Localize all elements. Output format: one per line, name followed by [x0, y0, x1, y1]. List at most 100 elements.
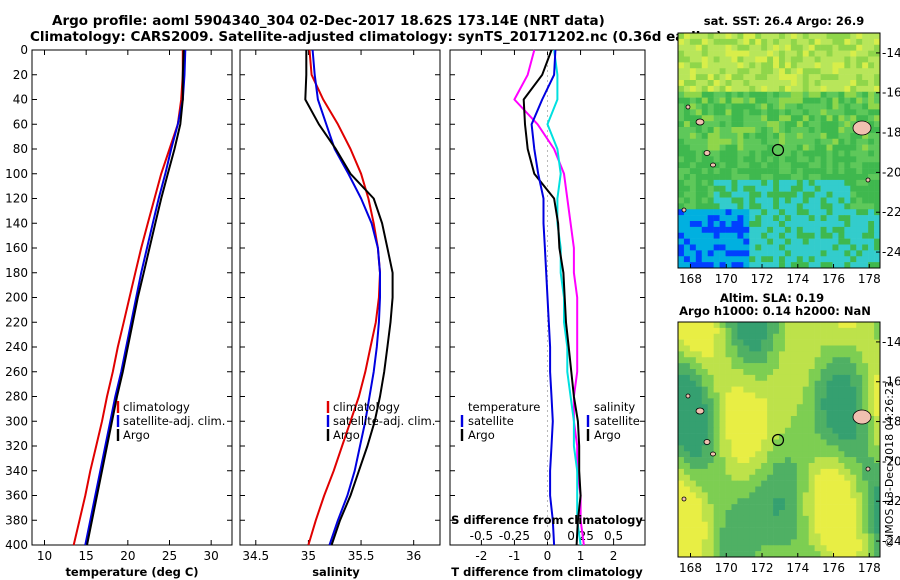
map-cell	[796, 445, 804, 452]
map-cell	[850, 374, 857, 382]
map-cell	[790, 162, 798, 169]
map-cell	[725, 363, 732, 370]
map-cell	[868, 451, 875, 458]
map-cell	[719, 209, 726, 216]
map-cell	[874, 250, 881, 257]
map-cell	[731, 486, 738, 493]
map-cell	[796, 144, 804, 151]
map-cell	[755, 504, 762, 511]
map-cell	[802, 50, 809, 57]
map-cell	[695, 327, 703, 335]
map-cell	[850, 451, 857, 458]
map-cell	[844, 480, 851, 487]
map-cell	[820, 144, 827, 151]
map-cell	[784, 33, 792, 40]
map-lon-label: 178	[858, 561, 881, 575]
map-cell	[779, 498, 786, 505]
map-cell	[790, 351, 798, 358]
map-cell	[796, 56, 804, 63]
map-cell	[707, 115, 714, 122]
map-cell	[689, 44, 697, 51]
legend-argo-label: Argo	[123, 428, 150, 442]
map-cell	[832, 215, 839, 222]
map-cell	[749, 439, 756, 446]
map-cell	[755, 68, 762, 75]
depth-tick-label: 0	[20, 43, 28, 57]
map-cell	[814, 527, 821, 534]
map-cell	[707, 386, 714, 393]
map-cell	[796, 209, 804, 216]
map-cell	[713, 327, 720, 335]
map-cell	[796, 457, 804, 464]
map-cell	[731, 463, 738, 470]
map-cell	[820, 345, 827, 352]
map-cell	[725, 398, 732, 405]
map-cell	[725, 138, 732, 145]
map-cell	[749, 91, 756, 98]
map-cell	[790, 515, 798, 523]
map-cell	[749, 427, 756, 434]
map-cell	[743, 357, 750, 364]
map-cell	[755, 533, 762, 540]
map-cell	[779, 256, 786, 263]
map-cell	[779, 421, 786, 429]
map-cell	[678, 185, 685, 192]
map-cell	[678, 191, 685, 198]
map-cell	[874, 109, 881, 116]
depth-tick-label: 60	[13, 117, 28, 131]
map-cell	[850, 250, 857, 257]
map-cell	[767, 498, 774, 505]
map-cell	[784, 357, 792, 364]
map-cell	[773, 404, 780, 411]
map-cell	[737, 226, 744, 234]
map-cell	[731, 138, 738, 145]
map-cell	[755, 451, 762, 458]
temperature-axis-ticks: 10 15 20 25 30	[37, 50, 219, 563]
map-cell	[808, 410, 815, 417]
map-cell	[767, 480, 774, 487]
depth-tick-label: 320	[5, 439, 28, 453]
map-cell	[868, 132, 875, 140]
map-cell	[773, 351, 780, 358]
map-cell	[820, 197, 827, 204]
x-tick-label: 1	[577, 549, 585, 563]
map-cell	[838, 474, 845, 481]
map-cell	[737, 85, 744, 93]
map-cell	[838, 232, 845, 239]
map-cell	[713, 56, 720, 63]
map-cell	[773, 203, 780, 210]
map-cell	[755, 492, 762, 499]
map-cell	[707, 545, 714, 552]
map-cell	[755, 232, 762, 239]
map-cell	[719, 33, 726, 40]
island	[681, 496, 687, 502]
map-cell	[868, 221, 875, 228]
map-cell	[719, 74, 726, 81]
map-cell	[737, 38, 744, 46]
map-cell	[802, 427, 809, 434]
map-cell	[773, 250, 780, 257]
map-cell	[678, 244, 685, 251]
map-cell	[832, 498, 839, 505]
map-cell	[707, 203, 714, 210]
map-cell	[678, 545, 685, 552]
map-cell	[784, 333, 792, 340]
map-cell	[850, 427, 857, 434]
map-cell	[743, 386, 750, 393]
map-cell	[832, 480, 839, 487]
map-cell	[755, 515, 762, 523]
x-tick-label: 20	[120, 549, 135, 563]
island	[695, 118, 705, 126]
map-cell	[755, 333, 762, 340]
map-cell	[731, 127, 738, 134]
map-cell	[701, 238, 708, 245]
map-cell	[826, 91, 833, 98]
map-cell	[695, 197, 703, 204]
map-cell	[874, 85, 881, 93]
map-cell	[701, 539, 708, 546]
map-cell	[826, 221, 833, 228]
map-cell	[767, 474, 774, 481]
map-cell	[856, 56, 863, 63]
map-cell	[737, 498, 744, 505]
map-cell	[814, 144, 821, 151]
